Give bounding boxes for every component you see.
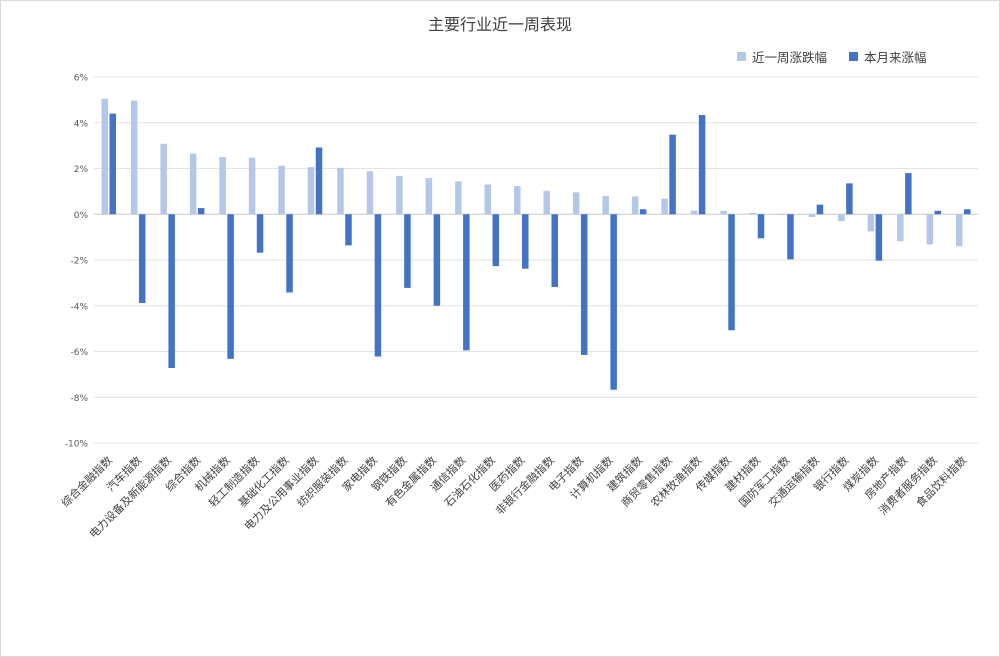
bar-weekly [720, 210, 727, 215]
y-tick-label: -10% [65, 440, 89, 450]
bar-monthly [816, 204, 824, 215]
legend-item-weekly: 近一周涨跌幅 [737, 47, 827, 66]
legend: 近一周涨跌幅 本月来涨幅 [737, 47, 927, 66]
legend-label-weekly: 近一周涨跌幅 [752, 50, 828, 65]
bar-weekly [160, 143, 167, 215]
bar-monthly [669, 134, 676, 215]
bar-weekly [101, 98, 108, 215]
bar-weekly [808, 214, 816, 217]
bar-weekly [838, 214, 845, 222]
bar-monthly [197, 208, 205, 215]
y-tick-label: -4% [70, 302, 88, 312]
bar-monthly [433, 214, 441, 306]
legend-item-monthly: 本月来涨幅 [849, 47, 927, 66]
y-tick-label: 4% [74, 119, 89, 129]
legend-swatch-monthly [849, 52, 859, 61]
bar-monthly [138, 214, 146, 304]
bar-monthly [286, 214, 293, 293]
bar-monthly [168, 214, 175, 368]
bar-weekly [366, 171, 374, 215]
bar-monthly [374, 214, 382, 357]
bar-weekly [396, 175, 403, 215]
bar-weekly [455, 181, 462, 215]
bar-monthly [551, 214, 558, 287]
y-tick-label: -8% [70, 394, 88, 404]
bar-monthly [875, 214, 883, 261]
bar-weekly [631, 196, 639, 215]
bar-weekly [219, 157, 226, 215]
legend-label-monthly: 本月来涨幅 [864, 50, 927, 65]
bar-weekly [602, 195, 609, 215]
chart-title: 主要行业近一周表现 [427, 15, 572, 34]
bar-weekly [926, 214, 934, 245]
y-tick-label: 0% [74, 211, 89, 221]
bar-weekly [484, 184, 492, 215]
bar-monthly [728, 214, 735, 331]
bar-weekly [307, 167, 315, 215]
bar-monthly [580, 214, 588, 355]
y-tick-label: -6% [70, 348, 88, 358]
y-tick-label: -2% [70, 257, 88, 267]
bar-monthly [522, 214, 529, 269]
bar-monthly [934, 210, 942, 215]
bar-weekly [690, 210, 698, 215]
bar-weekly [189, 153, 197, 215]
legend-swatch-weekly [737, 52, 746, 61]
bar-weekly [749, 212, 757, 215]
bar-weekly [543, 190, 550, 215]
bar-monthly [846, 183, 853, 215]
bar-weekly [248, 157, 256, 215]
bar-weekly [897, 214, 904, 242]
bar-weekly [337, 167, 344, 215]
bar-monthly [964, 209, 971, 215]
bar-monthly [610, 214, 617, 390]
y-tick-label: 6% [74, 74, 89, 84]
bar-weekly [779, 214, 786, 216]
bar-weekly [278, 165, 285, 215]
bar-monthly [109, 113, 116, 215]
bar-weekly [572, 192, 580, 215]
bar-monthly [315, 147, 323, 215]
bar-weekly [867, 214, 875, 232]
bar-weekly [514, 186, 521, 215]
bar-monthly [757, 214, 765, 239]
bar-monthly [256, 214, 264, 253]
bar-monthly [698, 114, 706, 215]
y-tick-label: 2% [74, 165, 89, 175]
bar-weekly [425, 178, 433, 215]
bar-weekly [661, 198, 668, 215]
bar-monthly [227, 214, 234, 359]
bar-monthly [492, 214, 500, 267]
bar-monthly [639, 209, 647, 215]
bar-monthly [463, 214, 470, 351]
bar-monthly [404, 214, 411, 288]
bar-weekly [130, 100, 138, 215]
bar-monthly [905, 173, 912, 215]
bar-weekly [956, 214, 963, 247]
bar-monthly [787, 214, 794, 260]
bar-monthly [345, 214, 352, 246]
